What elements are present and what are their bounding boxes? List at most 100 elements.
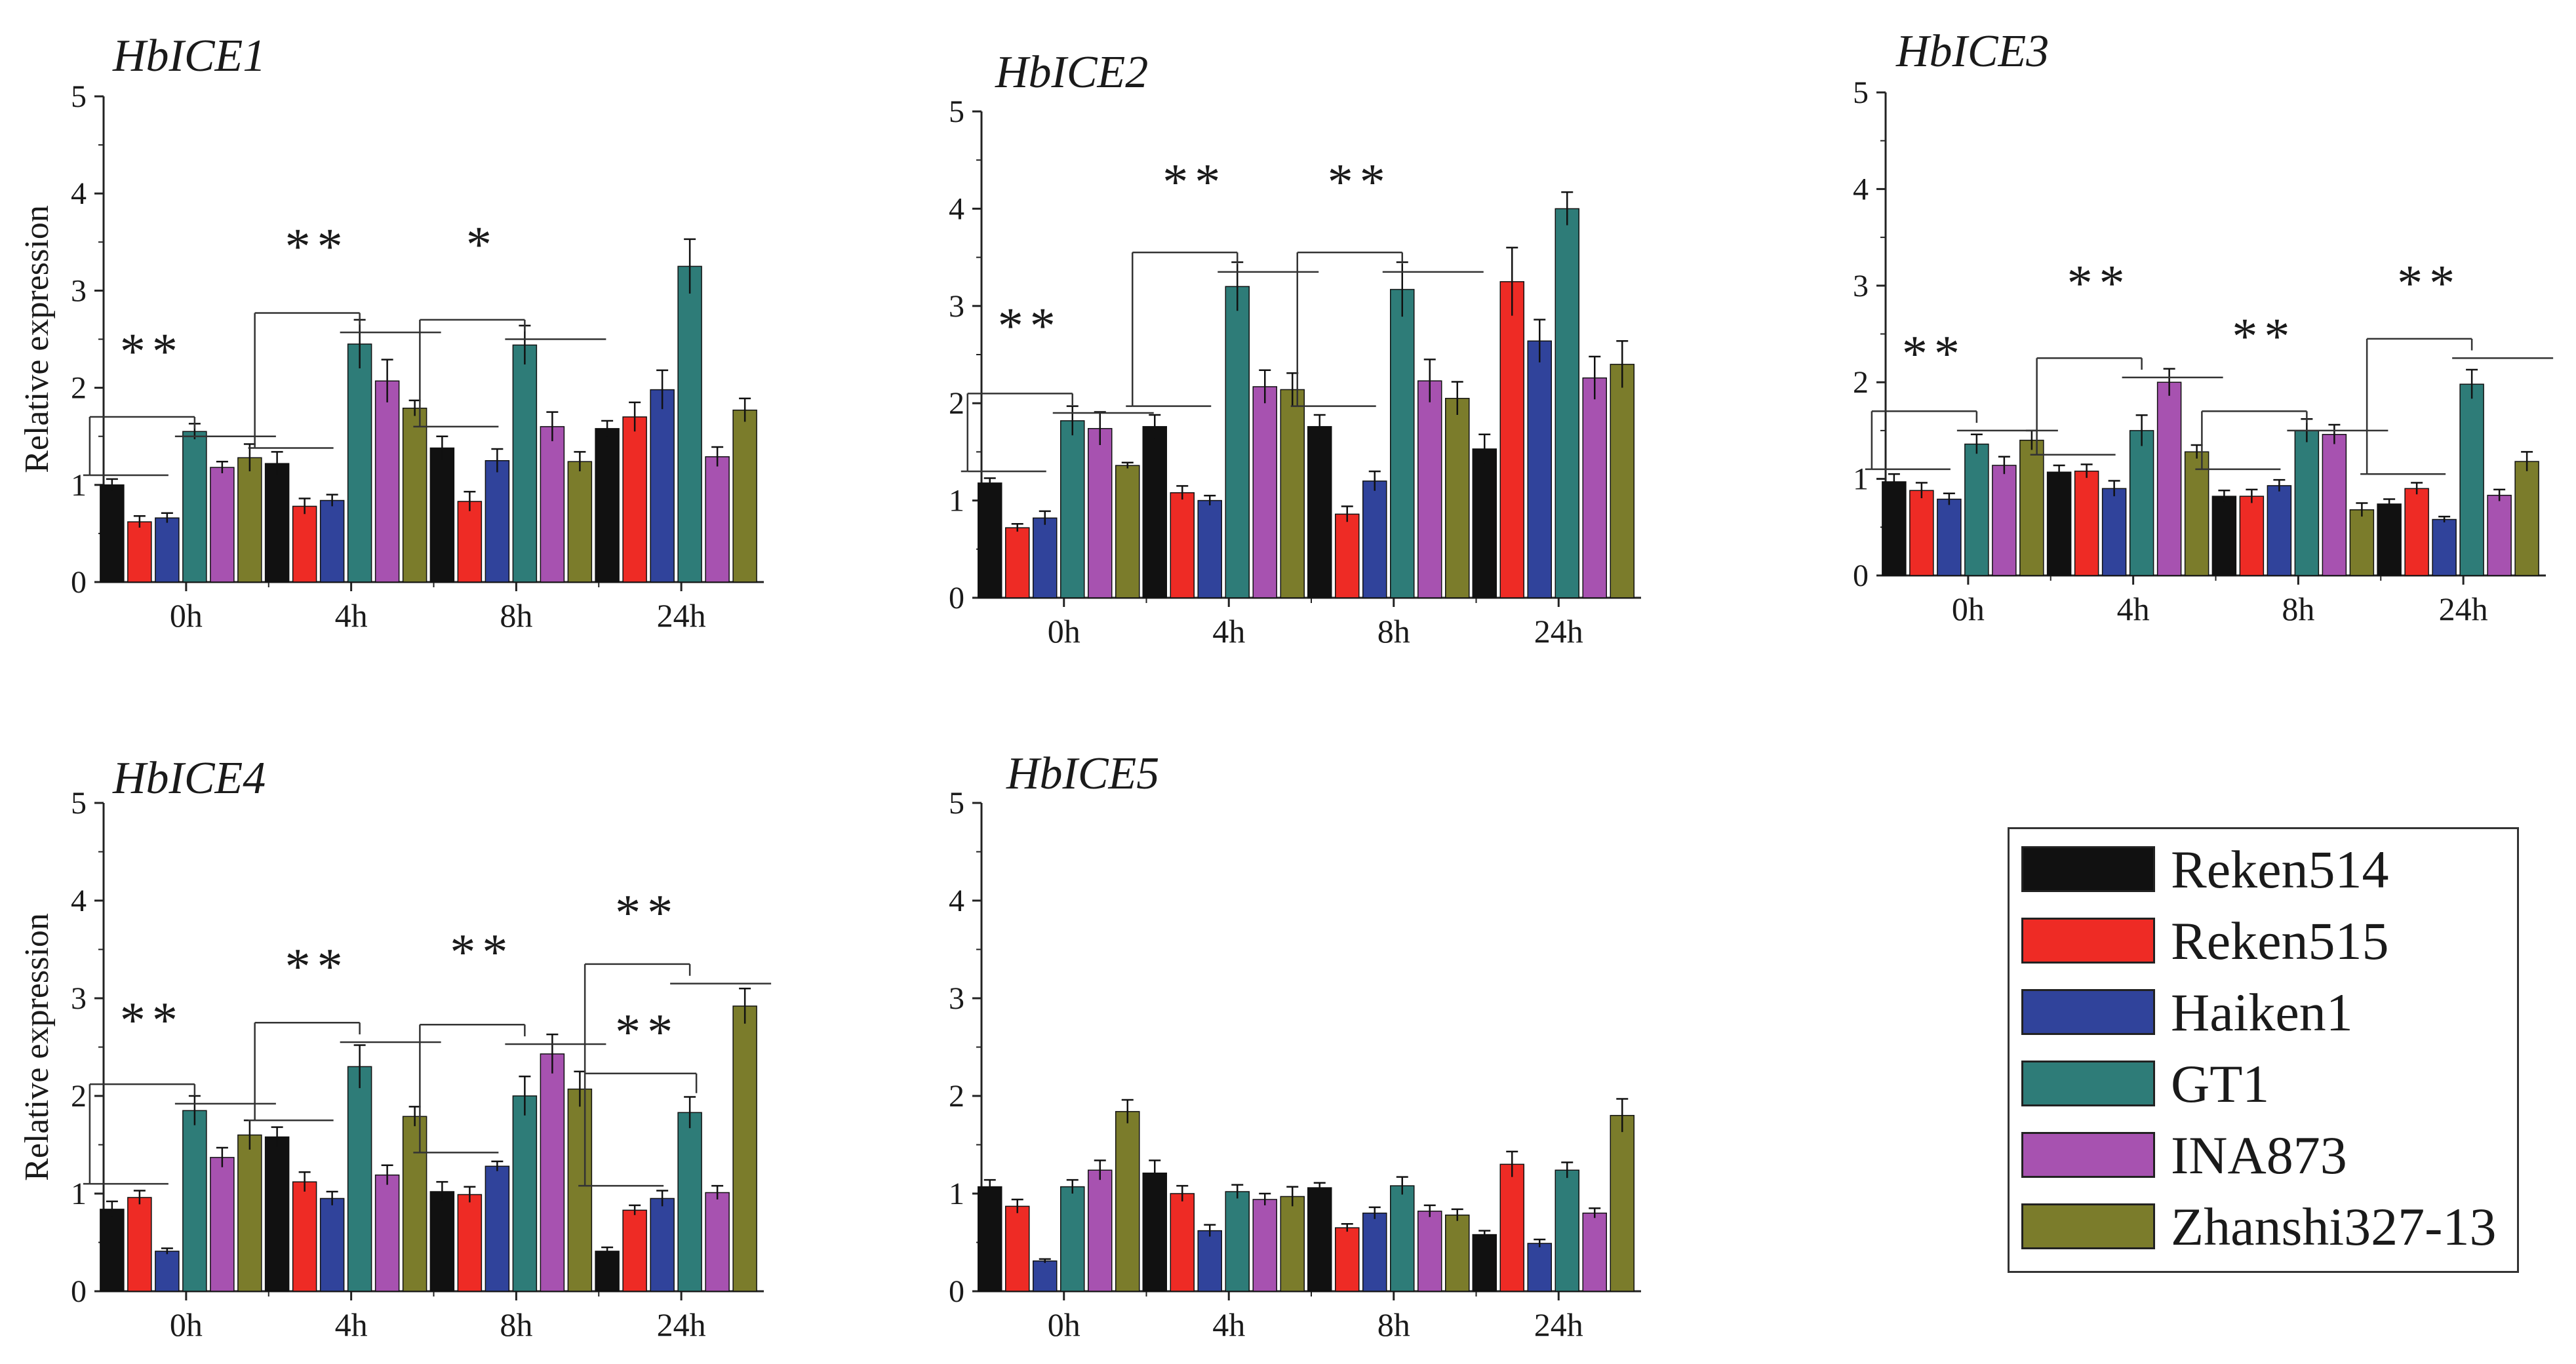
y-tick-label: 5 — [949, 94, 964, 129]
y-tick-label: 0 — [949, 581, 964, 615]
legend-item-ina873: INA873 — [2021, 1127, 2507, 1183]
x-tick-label: 0h — [170, 1306, 203, 1343]
bar — [1472, 448, 1497, 598]
bar — [1555, 208, 1579, 598]
x-tick-label: 8h — [1377, 1306, 1410, 1343]
bar — [100, 484, 125, 583]
significance-label: ** — [615, 1003, 679, 1060]
x-tick-label: 4h — [1212, 1306, 1245, 1343]
bar — [237, 1134, 262, 1292]
bar — [2487, 494, 2512, 576]
y-tick-label: 5 — [949, 786, 964, 821]
bar — [705, 1192, 730, 1292]
legend-label-zhanshi327-13: Zhanshi327-13 — [2171, 1197, 2497, 1257]
bar — [1417, 1211, 1442, 1292]
bar — [1088, 428, 1113, 598]
bar — [319, 499, 345, 583]
y-tick-label: 4 — [949, 884, 964, 918]
bar — [2322, 434, 2347, 576]
chart-title: HbICE3 — [1895, 26, 2049, 77]
significance-label: ** — [2397, 254, 2461, 311]
bar — [1005, 1205, 1030, 1292]
y-tick-label: 4 — [949, 191, 964, 226]
bar — [1937, 498, 1962, 576]
bar — [374, 1174, 400, 1292]
bar — [1005, 527, 1030, 598]
bar — [1307, 426, 1332, 598]
bar — [1992, 465, 2017, 576]
x-tick-label: 4h — [335, 597, 368, 634]
y-tick-label: 3 — [949, 981, 964, 1016]
bar — [540, 1053, 565, 1292]
legend-swatch-zhanshi327-13 — [2021, 1203, 2155, 1249]
y-tick-label: 2 — [949, 1079, 964, 1114]
bar — [1197, 499, 1222, 598]
bar — [1555, 1169, 1579, 1292]
bar — [182, 431, 207, 583]
bar — [2377, 503, 2402, 576]
bar — [512, 344, 538, 583]
bar — [1033, 517, 1058, 598]
x-tick-label: 0h — [170, 597, 203, 634]
bar — [1335, 513, 1360, 598]
bar — [237, 457, 262, 583]
bar — [622, 416, 647, 583]
bar — [1115, 1111, 1140, 1292]
bar — [2239, 496, 2265, 576]
bar — [485, 460, 510, 583]
significance-label: ** — [120, 992, 184, 1049]
bar — [155, 1251, 180, 1292]
bar — [1060, 1186, 1085, 1292]
significance-label: ** — [1902, 325, 1966, 382]
bar — [2211, 496, 2237, 576]
significance-label: ** — [1328, 153, 1392, 210]
bar — [732, 1005, 757, 1292]
bar — [978, 1186, 1002, 1292]
bar — [182, 1110, 207, 1292]
bar — [1142, 426, 1167, 598]
significance-label: ** — [450, 923, 514, 980]
significance-label: ** — [285, 938, 349, 995]
bar — [1882, 481, 1907, 576]
x-tick-label: 8h — [500, 1306, 532, 1343]
bar — [1499, 281, 1524, 598]
bar — [1142, 1172, 1167, 1292]
bar — [2294, 430, 2320, 576]
bar — [1390, 288, 1415, 598]
y-tick-label: 5 — [71, 79, 87, 114]
bar — [402, 407, 427, 583]
bar — [1445, 1215, 1470, 1292]
x-tick-label: 0h — [1952, 591, 1985, 627]
chart-title: HbICE5 — [1006, 749, 1159, 799]
y-tick-label: 2 — [949, 386, 964, 421]
bar — [650, 389, 675, 583]
legend-label-gt1: GT1 — [2171, 1054, 2270, 1114]
legend-item-haiken1: Haiken1 — [2021, 984, 2507, 1040]
bar — [347, 1066, 372, 1292]
significance-label: ** — [120, 322, 184, 380]
significance-label: ** — [2067, 254, 2131, 311]
bar — [2074, 471, 2099, 576]
bar — [1225, 1191, 1250, 1292]
bar — [540, 426, 565, 583]
bar — [1909, 490, 1934, 576]
x-tick-label: 0h — [1048, 1306, 1080, 1343]
bar — [650, 1198, 675, 1292]
y-tick-label: 2 — [71, 1079, 87, 1114]
bar — [2019, 439, 2044, 576]
bar — [2459, 383, 2484, 576]
bar — [1088, 1169, 1113, 1292]
bar — [1499, 1163, 1524, 1292]
bar — [2432, 518, 2457, 576]
chart-title: HbICE2 — [995, 47, 1148, 98]
bar — [1280, 1196, 1305, 1292]
bar — [2349, 509, 2375, 576]
significance-label: ** — [1162, 153, 1227, 210]
bar — [1115, 465, 1140, 598]
bar — [1307, 1187, 1332, 1292]
y-tick-label: 1 — [949, 1177, 964, 1211]
bar — [1472, 1234, 1497, 1292]
bar — [1225, 286, 1250, 598]
bar — [1362, 1213, 1387, 1292]
y-tick-label: 4 — [1853, 172, 1869, 206]
